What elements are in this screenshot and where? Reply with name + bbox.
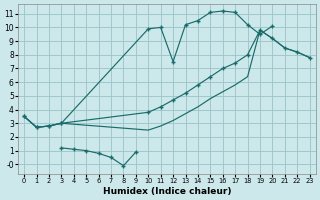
X-axis label: Humidex (Indice chaleur): Humidex (Indice chaleur) [103, 187, 231, 196]
